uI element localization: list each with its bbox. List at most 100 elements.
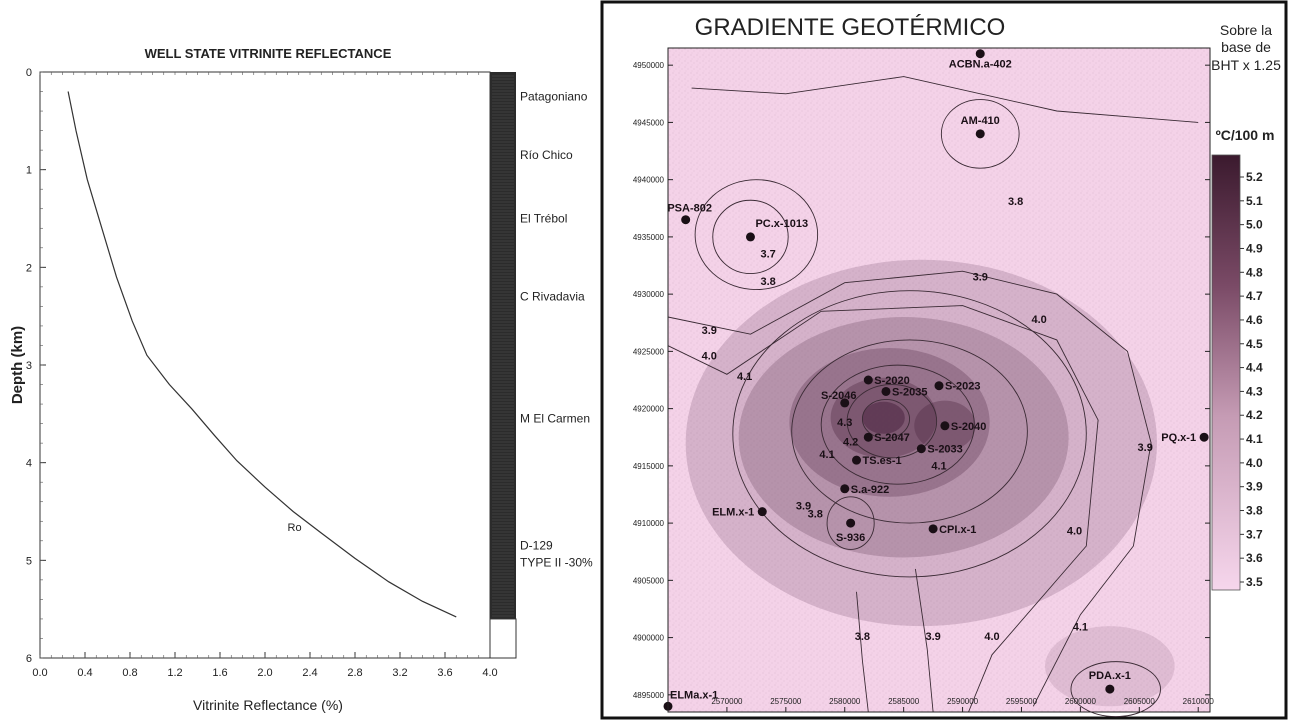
legend-value: 4.3 [1246,384,1263,398]
map-y-tick-label: 4930000 [633,290,665,299]
contour-line [861,399,910,439]
contour-line [791,339,1028,524]
column-base [489,618,517,659]
legend-value: 3.6 [1246,551,1263,565]
contour-line [856,591,869,713]
well-label: ACBN.a-402 [949,59,1012,71]
well-label: S-2035 [892,386,927,398]
contour-label: 3.9 [925,631,940,643]
y-tick-label: 4 [26,458,32,470]
y-tick-label: 1 [26,165,32,177]
well-marker [863,432,873,442]
contour-line [914,568,934,713]
well-marker [840,398,850,408]
legend-value: 3.7 [1246,527,1263,541]
x-tick-label: 0.4 [77,667,92,679]
well-marker [681,215,691,225]
formation-label: TYPE II -30% [520,555,593,569]
well-marker [975,49,985,59]
legend-value: 4.8 [1246,265,1263,279]
contour-line [1070,661,1161,718]
x-tick-label: 2.8 [347,667,362,679]
y-tick-label: 3 [26,360,32,372]
legend-title: ºC/100 m [1216,127,1275,143]
curve-annotation: Ro [288,522,302,534]
map-note-line-1: Sobre la [1220,22,1272,38]
contour-line [712,199,789,274]
well-label: CPI.x-1 [939,524,976,536]
contour-line [691,76,1199,123]
contour-label: 4.3 [837,417,852,429]
contour-label: 4.1 [737,371,752,383]
map-x-tick-label: 2605000 [1124,697,1156,706]
x-tick-label: 3.2 [392,667,407,679]
legend-colorbar [1211,154,1241,591]
well-label: ELMa.x-1 [670,689,718,701]
y-tick-label: 2 [26,262,32,274]
well-label: S.a-922 [851,484,890,496]
map-y-tick-label: 4905000 [633,576,665,585]
contour-label: 3.9 [1138,442,1153,454]
well-label: S-2033 [927,444,962,456]
legend-value: 4.0 [1246,456,1263,470]
contour-label: 3.7 [761,249,776,261]
contour-line [820,364,975,485]
formation-label: Río Chico [520,148,573,162]
y-tick-label: 0 [26,67,32,79]
geothermal-map-svg: GRADIENTE GEOTÉRMICO ACBN.a-402 AM-410 PSA… [600,0,1288,720]
y-tick-label: 6 [26,653,32,665]
legend-value: 4.5 [1246,337,1263,351]
contour-line [940,99,1020,169]
map-note-line-3: BHT x 1.25 [1211,57,1281,73]
x-tick-label: 0.0 [32,667,47,679]
vitrinite-chart-svg: WELL STATE VITRINITE REFLECTANCE 0.0 0.4 0… [9,46,593,713]
contour-label: 3.9 [702,325,717,337]
contour-label: 4.0 [984,631,999,643]
contour-label: 3.8 [1008,196,1023,208]
legend-value: 3.9 [1246,480,1263,494]
well-marker [881,386,891,396]
contour-label: 4.0 [1067,526,1082,538]
x-axis-label: Vitrinite Reflectance (%) [193,697,343,713]
legend-value: 4.7 [1246,289,1263,303]
well-marker [852,455,862,465]
map-y-tick-label: 4920000 [633,405,665,414]
contour-line [732,290,1087,578]
geothermal-gradient-map: GRADIENTE GEOTÉRMICO ACBN.a-402 AM-410 PSA… [600,0,1289,721]
map-y-tick-label: 4940000 [633,176,665,185]
well-label: AM-410 [961,115,1000,127]
well-marker [940,421,950,431]
legend-value: 3.8 [1246,504,1263,518]
map-x-tick-label: 2585000 [888,697,920,706]
contour-label: 4.0 [1032,314,1047,326]
y-tick-label: 5 [26,555,32,567]
map-y-tick-label: 4915000 [633,462,665,471]
map-x-tick-label: 2600000 [1065,697,1097,706]
formation-label: El Trébol [520,212,567,226]
contour-line [826,496,875,550]
well-label: S-2023 [945,381,980,393]
well-marker [916,444,926,454]
legend-value: 4.6 [1246,313,1263,327]
contour-label: 4.2 [843,436,858,448]
y-axis-label: Depth (km) [9,326,26,404]
contour-label: 3.8 [855,631,870,643]
x-tick-label: 1.6 [212,667,227,679]
formation-label: Patagoniano [520,89,588,103]
x-tick-label: 4.0 [482,667,497,679]
map-y-tick-label: 4945000 [633,118,665,127]
contour-line [667,305,1099,713]
well-label: TS.es-1 [863,455,902,467]
well-marker [1199,432,1209,442]
contour-label: 4.1 [1073,622,1088,634]
map-y-tick-label: 4935000 [633,233,665,242]
map-y-tick-label: 4925000 [633,347,665,356]
vitrinite-reflectance-chart: WELL STATE VITRINITE REFLECTANCE 0.0 0.4 0… [0,0,600,721]
legend-value: 5.0 [1246,218,1263,232]
x-tick-label: 3.6 [437,667,452,679]
well-marker [934,381,944,391]
map-x-tick-label: 2590000 [947,697,979,706]
contour-label: 3.8 [808,508,823,520]
contour-line [667,270,1152,707]
formation-label: M El Carmen [520,412,590,426]
